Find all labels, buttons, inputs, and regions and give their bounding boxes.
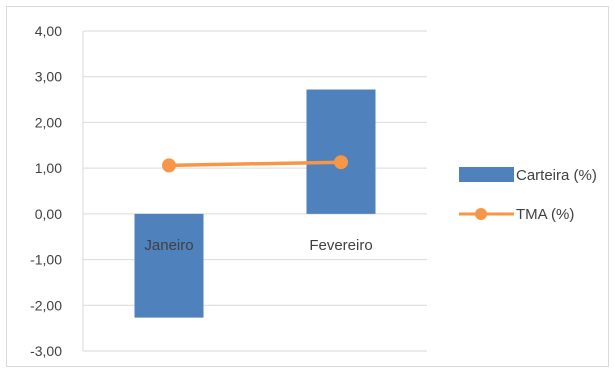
bar-janeiro bbox=[134, 213, 204, 318]
y-tick-label: 0,00 bbox=[35, 206, 62, 222]
y-tick-label: -1,00 bbox=[30, 252, 62, 268]
y-tick-label: 3,00 bbox=[35, 69, 62, 85]
y-tick-label: 4,00 bbox=[35, 23, 62, 39]
bar-fevereiro bbox=[306, 89, 376, 214]
line-series bbox=[162, 155, 348, 173]
x-category-label: Fevereiro bbox=[309, 237, 372, 254]
bar-series bbox=[134, 89, 376, 318]
x-category-label: Janeiro bbox=[144, 237, 193, 254]
category-labels: Janeiro Fevereiro bbox=[144, 237, 372, 254]
legend-marker-tma bbox=[475, 208, 487, 220]
y-axis: 4,00 3,00 2,00 1,00 0,00 -1,00 -2,00 -3,00 bbox=[30, 23, 84, 359]
y-tick-label: 1,00 bbox=[35, 160, 62, 176]
legend: Carteira (%) TMA (%) bbox=[459, 167, 597, 223]
tma-point-janeiro bbox=[162, 158, 176, 173]
y-tick-label: -3,00 bbox=[30, 343, 62, 359]
legend-swatch-carteira bbox=[459, 167, 514, 182]
legend-label-tma: TMA (%) bbox=[516, 206, 574, 223]
legend-label-carteira: Carteira (%) bbox=[516, 167, 597, 184]
y-tick-label: -2,00 bbox=[30, 297, 62, 313]
y-tick-label: 2,00 bbox=[35, 114, 62, 130]
tma-point-fevereiro bbox=[334, 155, 348, 170]
tma-line bbox=[168, 160, 342, 168]
